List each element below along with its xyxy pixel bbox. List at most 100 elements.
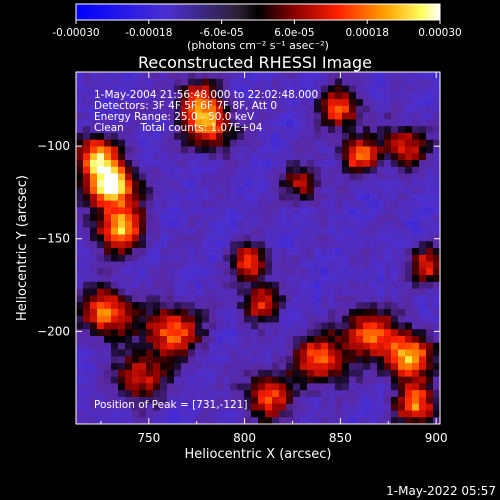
heatmap-cell [377,363,385,371]
heatmap-cell [223,417,231,425]
heatmap-cell [139,72,147,80]
heatmap-cell [265,281,273,290]
heatmap-cell [307,153,315,161]
heatmap-cell [153,105,161,114]
heatmap-cell [153,139,161,147]
heatmap-cell [272,119,280,127]
heatmap-cell [223,376,231,384]
heatmap-cell [342,383,350,391]
heatmap-cell [97,241,105,249]
heatmap-cell [181,105,189,114]
heatmap-cell [111,166,119,174]
heatmap-cell [279,288,287,296]
heatmap-cell [258,342,266,350]
heatmap-cell [328,329,336,337]
heatmap-cell [321,139,329,147]
heatmap-cell [307,268,315,276]
heatmap-cell [251,119,259,127]
heatmap-cell [363,126,371,134]
heatmap-cell [433,329,441,337]
heatmap-cell [398,220,406,229]
heatmap-cell [349,173,357,181]
heatmap-cell [426,193,434,202]
heatmap-cell [90,139,98,147]
heatmap-cell [111,119,119,127]
heatmap-cell [391,180,399,188]
heatmap-cell [335,248,343,256]
colorbar-tick-label: 6.0e-05 [274,27,314,39]
heatmap-cell [377,99,385,107]
heatmap-cell [314,153,322,161]
heatmap-cell [258,268,266,276]
heatmap-cell [139,146,147,154]
heatmap-cell [300,295,308,303]
heatmap-cell [83,295,91,303]
heatmap-cell [272,369,280,378]
heatmap-cell [90,227,98,235]
heatmap-cell [426,227,434,235]
heatmap-cell [293,349,301,357]
heatmap-cell [97,383,105,391]
heatmap-cell [181,369,189,378]
heatmap-cell [342,132,350,141]
heatmap-cell [125,281,133,290]
heatmap-cell [356,72,364,80]
heatmap-cell [384,173,392,181]
heatmap-cell [300,261,308,269]
heatmap-cell [384,166,392,174]
heatmap-cell [321,119,329,127]
heatmap-cell [97,126,105,134]
heatmap-cell [307,160,315,168]
heatmap-cell [258,349,266,357]
heatmap-cell [265,200,273,208]
heatmap-cell [321,227,329,235]
heatmap-cell [405,139,413,147]
heatmap-cell [139,160,147,168]
heatmap-cell [300,187,308,195]
heatmap-cell [174,390,182,398]
heatmap-cell [265,234,273,242]
heatmap-cell [167,166,175,174]
heatmap-cell [181,329,189,337]
heatmap-cell [258,92,266,100]
heatmap-cell [398,356,406,364]
heatmap-cell [426,187,434,195]
heatmap-cell [335,126,343,134]
heatmap-cell [202,308,210,317]
heatmap-cell [237,227,245,235]
heatmap-cell [118,105,126,114]
heatmap-cell [139,281,147,290]
heatmap-cell [244,275,252,283]
heatmap-cell [153,193,161,202]
heatmap-cell [370,275,378,283]
heatmap-cell [167,78,175,86]
heatmap-cell [118,329,126,337]
heatmap-cell [279,227,287,235]
heatmap-cell [398,315,406,323]
heatmap-cell [111,356,119,364]
heatmap-cell [202,241,210,249]
heatmap-cell [405,241,413,249]
heatmap-cell [216,241,224,249]
heatmap-cell [356,92,364,100]
heatmap-cell [377,78,385,86]
heatmap-cell [398,281,406,290]
heatmap-cell [314,356,322,364]
heatmap-cell [251,146,259,154]
heatmap-cell [174,336,182,344]
heatmap-cell [202,92,210,100]
heatmap-cell [391,78,399,86]
heatmap-cell [398,261,406,269]
heatmap-cell [160,227,168,235]
heatmap-cell [244,390,252,398]
heatmap-cell [125,356,133,364]
heatmap-cell [279,200,287,208]
heatmap-cell [181,180,189,188]
heatmap-cell [293,85,301,93]
heatmap-cell [83,396,91,405]
heatmap-cell [363,193,371,202]
heatmap-cell [286,112,294,120]
heatmap-cell [405,85,413,93]
heatmap-cell [391,308,399,317]
heatmap-cell [370,356,378,364]
